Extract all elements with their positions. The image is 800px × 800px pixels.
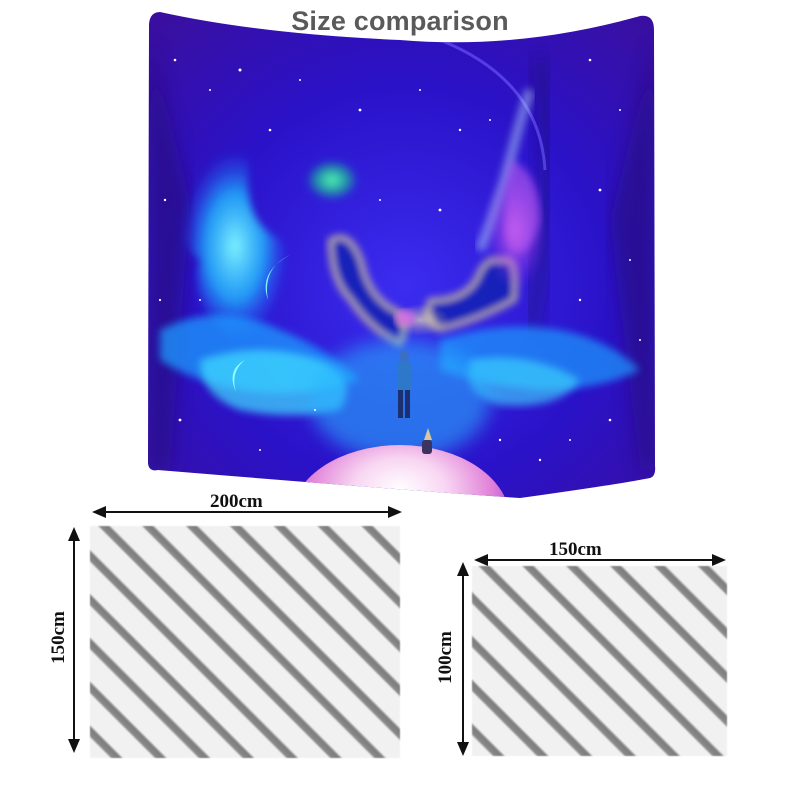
- page-title: Size comparison: [291, 6, 509, 36]
- width-arrow-large-icon: [92, 505, 402, 519]
- height-arrow-small-icon: [456, 562, 470, 756]
- size-placeholder-small: [472, 566, 727, 756]
- height-label-small: 100cm: [434, 631, 456, 684]
- width-arrow-small-icon: [474, 553, 726, 567]
- size-placeholder-large: [90, 526, 400, 758]
- height-arrow-large-icon: [67, 527, 81, 753]
- width-label-large: 200cm: [210, 491, 263, 512]
- tapestry-image: [148, 12, 656, 498]
- height-label-large: 150cm: [47, 611, 69, 664]
- width-label-small: 150cm: [549, 539, 602, 560]
